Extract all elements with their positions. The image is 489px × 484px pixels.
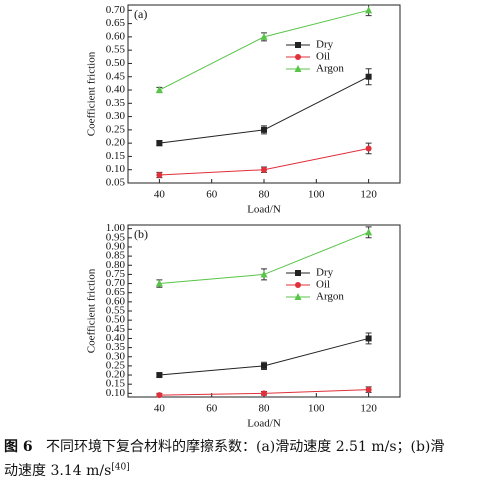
y-tick-label: 0.60 [106, 30, 126, 42]
x-axis-label: Load/N [247, 418, 281, 430]
y-tick-label: 0.95 [106, 231, 126, 243]
marker [155, 86, 163, 94]
y-tick-label: 0.35 [106, 97, 126, 109]
marker [156, 172, 163, 179]
caption-line: 图 6 不同环境下复合材料的摩擦系数：(a)滑动速度 2.51 m/s；(b)滑 [4, 436, 444, 456]
y-tick-label: 0.70 [106, 4, 126, 16]
marker [156, 372, 163, 379]
legend-label: Oil [316, 51, 330, 63]
marker [156, 140, 163, 147]
y-tick-label: 0.20 [106, 137, 126, 149]
legend-label: Dry [316, 267, 334, 279]
x-tick-label: 100 [308, 403, 325, 415]
y-tick-label: 0.50 [106, 314, 126, 326]
marker [156, 392, 163, 399]
x-tick-label: 80 [259, 189, 271, 201]
y-tick-label: 0.85 [106, 250, 126, 262]
marker [295, 270, 301, 276]
caption-ref: [40] [111, 462, 130, 473]
marker [365, 73, 372, 80]
legend-label: Argon [316, 291, 344, 303]
y-tick-label: 1.00 [106, 222, 126, 234]
panel-label: (a) [134, 7, 147, 21]
legend-label: Dry [316, 39, 334, 51]
marker [365, 6, 373, 14]
caption-line: 动速度 3.14 m/s[40] [4, 460, 130, 480]
plot-frame [127, 4, 401, 184]
marker [365, 228, 373, 236]
marker [295, 42, 301, 48]
x-tick-label: 100 [308, 189, 325, 201]
marker [295, 54, 301, 60]
y-tick-label: 0.45 [106, 70, 126, 82]
x-tick-label: 80 [259, 403, 271, 415]
y-axis-label: Coefficient friction [86, 51, 98, 136]
y-tick-label: 0.40 [106, 84, 126, 96]
y-tick-label: 0.90 [106, 240, 126, 252]
marker [155, 279, 163, 287]
x-tick-label: 60 [206, 403, 218, 415]
chart: 0.050.100.150.200.250.300.350.400.450.50… [86, 4, 401, 430]
caption-text: 动速度 3.14 m/s [4, 463, 112, 479]
y-tick-label: 0.60 [106, 295, 126, 307]
y-tick-label: 0.75 [106, 268, 126, 280]
y-tick-label: 0.15 [106, 150, 126, 162]
marker [260, 32, 268, 40]
marker [365, 145, 372, 152]
y-tick-label: 0.30 [106, 350, 126, 362]
y-tick-label: 0.65 [106, 286, 126, 298]
panel-label: (b) [134, 227, 148, 241]
x-axis-label: Load/N [247, 204, 281, 216]
caption-text: 不同环境下复合材料的摩擦系数：(a)滑动速度 2.51 m/s；(b)滑 [45, 439, 445, 455]
y-tick-label: 0.30 [106, 110, 126, 122]
y-tick-label: 0.15 [106, 378, 126, 390]
y-tick-label: 0.25 [106, 123, 126, 135]
caption-label: 图 6 [4, 439, 33, 455]
marker [261, 166, 267, 173]
x-tick-label: 40 [154, 403, 166, 415]
marker [261, 390, 267, 397]
y-tick-label: 0.70 [106, 277, 126, 289]
marker [294, 65, 302, 72]
y-tick-label: 0.65 [106, 17, 126, 29]
marker [295, 282, 301, 288]
legend-label: Oil [316, 279, 330, 291]
y-tick-label: 0.05 [106, 177, 126, 189]
x-tick-label: 120 [360, 403, 377, 415]
y-tick-label: 0.55 [106, 305, 126, 317]
y-tick-label: 0.50 [106, 57, 126, 69]
y-tick-label: 0.35 [106, 341, 126, 353]
y-tick-label: 0.80 [106, 259, 126, 271]
y-tick-label: 0.10 [106, 387, 126, 399]
y-tick-label: 0.45 [106, 323, 126, 335]
marker [365, 386, 372, 393]
y-tick-label: 0.25 [106, 359, 126, 371]
marker [261, 126, 267, 133]
y-axis-label: Coefficient friction [86, 268, 98, 353]
x-tick-label: 60 [206, 189, 218, 201]
marker [260, 270, 268, 278]
y-tick-label: 0.55 [106, 44, 126, 56]
x-tick-label: 120 [360, 189, 377, 201]
y-tick-label: 0.20 [106, 369, 126, 381]
series-line [159, 9, 369, 91]
x-tick-label: 40 [154, 189, 166, 201]
marker [365, 335, 372, 342]
plot-frame [127, 224, 401, 398]
legend-label: Argon [316, 63, 344, 75]
y-tick-label: 0.10 [106, 163, 126, 175]
marker [294, 293, 302, 300]
y-tick-label: 0.40 [106, 332, 126, 344]
marker [261, 362, 267, 369]
